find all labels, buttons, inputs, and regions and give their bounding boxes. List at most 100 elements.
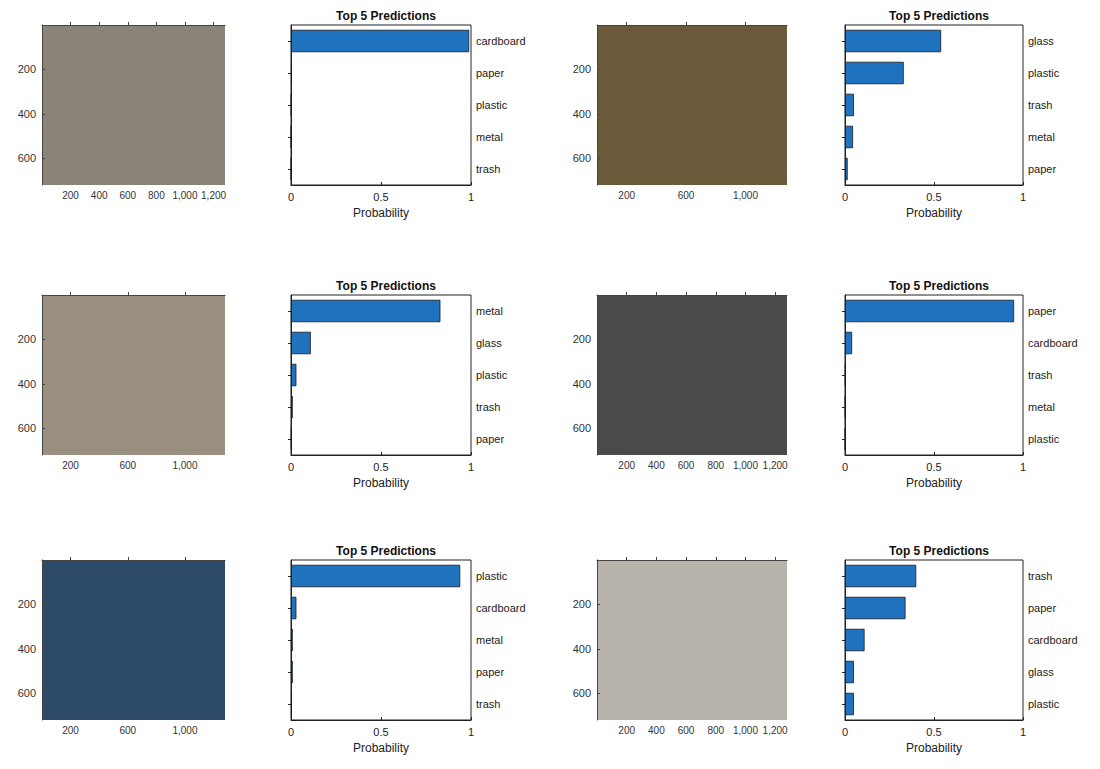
svg-text:400: 400 [18, 643, 36, 655]
svg-text:plastic: plastic [476, 99, 508, 111]
svg-text:200: 200 [62, 460, 79, 471]
svg-text:Top 5 Predictions: Top 5 Predictions [336, 279, 436, 293]
svg-text:400: 400 [91, 190, 108, 201]
svg-text:1,000: 1,000 [733, 725, 758, 736]
svg-text:glass: glass [1028, 666, 1054, 678]
svg-text:200: 200 [573, 333, 591, 345]
svg-text:paper: paper [1028, 305, 1056, 317]
svg-text:400: 400 [18, 378, 36, 390]
svg-text:400: 400 [573, 643, 591, 655]
svg-text:glass: glass [476, 337, 502, 349]
svg-text:600: 600 [119, 460, 136, 471]
svg-text:1: 1 [468, 461, 474, 473]
svg-text:metal: metal [1028, 401, 1055, 413]
svg-text:Probability: Probability [906, 476, 962, 490]
svg-text:800: 800 [707, 725, 724, 736]
svg-text:0: 0 [288, 726, 294, 738]
svg-text:metal: metal [476, 305, 503, 317]
svg-text:0.5: 0.5 [373, 191, 388, 203]
svg-text:600: 600 [573, 687, 591, 699]
svg-text:600: 600 [678, 460, 695, 471]
svg-text:200: 200 [18, 333, 36, 345]
svg-text:1,000: 1,000 [733, 190, 758, 201]
svg-text:plastic: plastic [1028, 433, 1060, 445]
svg-text:400: 400 [18, 108, 36, 120]
svg-text:1: 1 [468, 191, 474, 203]
svg-text:0: 0 [288, 191, 294, 203]
svg-text:1,000: 1,000 [172, 460, 197, 471]
svg-text:1: 1 [1020, 191, 1026, 203]
svg-text:1,000: 1,000 [733, 460, 758, 471]
svg-text:trash: trash [1028, 369, 1052, 381]
svg-text:plastic: plastic [476, 570, 508, 582]
svg-text:Probability: Probability [353, 206, 409, 220]
svg-text:0.5: 0.5 [926, 191, 941, 203]
svg-text:paper: paper [476, 433, 504, 445]
svg-text:600: 600 [573, 422, 591, 434]
svg-text:Top 5 Predictions: Top 5 Predictions [889, 279, 989, 293]
svg-text:200: 200 [618, 725, 635, 736]
svg-text:paper: paper [476, 666, 504, 678]
svg-text:0.5: 0.5 [373, 726, 388, 738]
svg-text:600: 600 [18, 152, 36, 164]
svg-text:paper: paper [476, 67, 504, 79]
svg-text:200: 200 [18, 598, 36, 610]
svg-text:0: 0 [842, 726, 848, 738]
svg-text:glass: glass [1028, 35, 1054, 47]
svg-text:Top 5 Predictions: Top 5 Predictions [336, 9, 436, 23]
svg-text:800: 800 [148, 190, 165, 201]
svg-text:200: 200 [618, 190, 635, 201]
svg-text:plastic: plastic [1028, 698, 1060, 710]
svg-text:metal: metal [476, 634, 503, 646]
svg-text:200: 200 [573, 598, 591, 610]
svg-text:400: 400 [648, 460, 665, 471]
svg-text:Probability: Probability [906, 741, 962, 755]
svg-text:paper: paper [1028, 602, 1056, 614]
svg-text:0: 0 [842, 191, 848, 203]
svg-text:600: 600 [678, 190, 695, 201]
svg-text:200: 200 [18, 63, 36, 75]
svg-text:0.5: 0.5 [373, 461, 388, 473]
svg-text:Top 5 Predictions: Top 5 Predictions [889, 544, 989, 558]
svg-text:0.5: 0.5 [926, 461, 941, 473]
svg-text:cardboard: cardboard [1028, 634, 1078, 646]
svg-text:paper: paper [1028, 163, 1056, 175]
svg-text:1,200: 1,200 [763, 725, 788, 736]
svg-text:Top 5 Predictions: Top 5 Predictions [336, 544, 436, 558]
svg-text:600: 600 [678, 725, 695, 736]
svg-text:metal: metal [1028, 131, 1055, 143]
svg-text:trash: trash [476, 163, 500, 175]
svg-text:800: 800 [707, 460, 724, 471]
svg-text:0.5: 0.5 [926, 726, 941, 738]
svg-text:Probability: Probability [906, 206, 962, 220]
svg-text:1: 1 [1020, 726, 1026, 738]
svg-text:cardboard: cardboard [1028, 337, 1078, 349]
svg-text:Probability: Probability [353, 476, 409, 490]
svg-text:1,000: 1,000 [172, 190, 197, 201]
svg-text:400: 400 [573, 378, 591, 390]
svg-text:600: 600 [119, 190, 136, 201]
svg-text:plastic: plastic [476, 369, 508, 381]
svg-text:200: 200 [618, 460, 635, 471]
svg-text:600: 600 [18, 687, 36, 699]
svg-text:metal: metal [476, 131, 503, 143]
svg-text:200: 200 [573, 63, 591, 75]
svg-text:trash: trash [1028, 570, 1052, 582]
svg-text:400: 400 [648, 725, 665, 736]
svg-text:Top 5 Predictions: Top 5 Predictions [889, 9, 989, 23]
svg-text:cardboard: cardboard [476, 35, 526, 47]
svg-text:1,200: 1,200 [201, 190, 226, 201]
svg-text:Probability: Probability [353, 741, 409, 755]
svg-text:200: 200 [62, 190, 79, 201]
svg-text:600: 600 [119, 725, 136, 736]
svg-text:1,200: 1,200 [763, 460, 788, 471]
svg-text:400: 400 [573, 108, 591, 120]
svg-text:0: 0 [288, 461, 294, 473]
svg-text:1: 1 [468, 726, 474, 738]
svg-text:0: 0 [842, 461, 848, 473]
svg-text:1: 1 [1020, 461, 1026, 473]
svg-text:600: 600 [573, 152, 591, 164]
svg-text:200: 200 [62, 725, 79, 736]
svg-text:cardboard: cardboard [476, 602, 526, 614]
svg-text:600: 600 [18, 422, 36, 434]
